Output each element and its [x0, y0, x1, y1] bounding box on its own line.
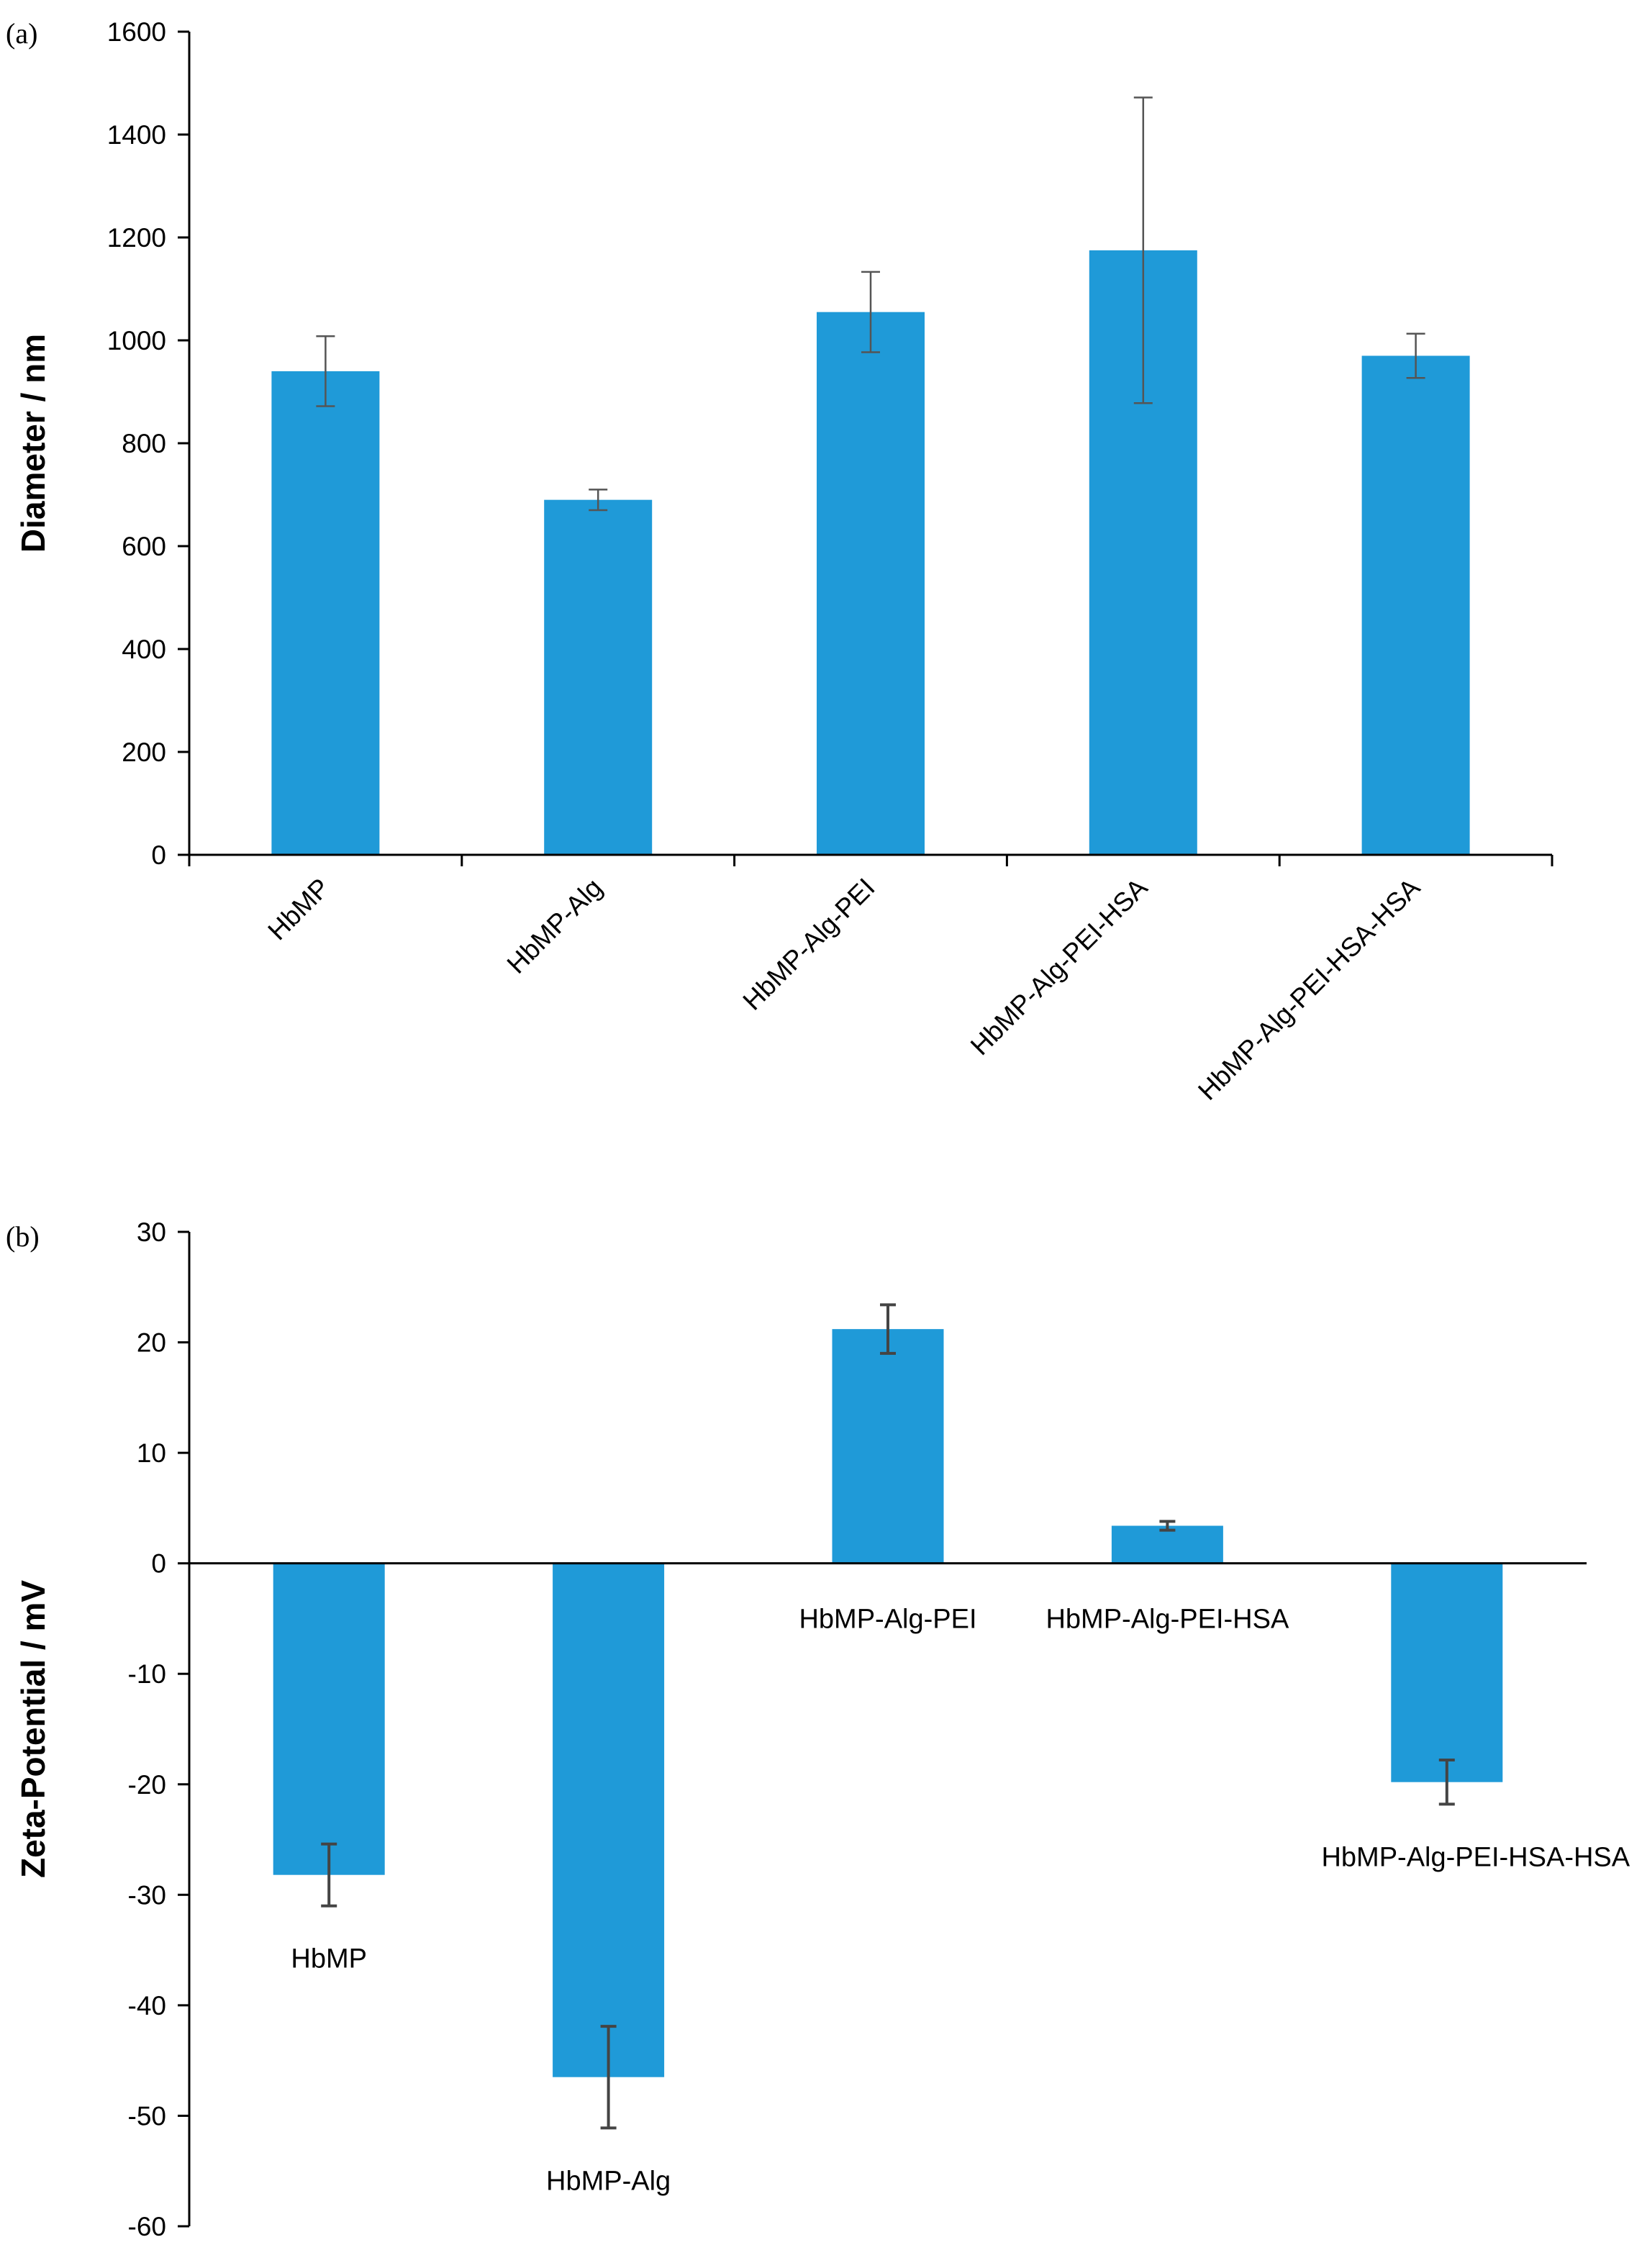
- a-category-label: HbMP: [262, 873, 335, 946]
- a-bar: [544, 499, 653, 855]
- a-y-tick-label: 200: [122, 738, 166, 767]
- panel-b-error-bars: [321, 1303, 1455, 2130]
- a-y-tick-label: 800: [122, 429, 166, 458]
- panel-a-y-axis-label: Diameter / nm: [14, 334, 52, 553]
- panel-b-zeta-chart: (b) Zeta-Potential / mV -60-50-40-30-20-…: [6, 1217, 1630, 2241]
- a-y-tick-label: 0: [151, 840, 166, 870]
- b-y-tick-label: 10: [137, 1438, 166, 1468]
- panel-b-label: (b): [6, 1220, 40, 1253]
- a-category-label: HbMP-Alg: [502, 873, 608, 979]
- panel-a-category-labels: HbMP HbMP-Alg HbMP-Alg-PEI HbMP-Alg-PEI-HSA…: [262, 872, 1425, 1105]
- a-category-label: HbMP-Alg-PEI-HSA: [965, 872, 1153, 1061]
- b-y-tick-label: 30: [137, 1217, 166, 1247]
- panel-b-axes: [188, 1232, 1587, 2226]
- a-bar: [817, 312, 925, 855]
- a-y-tick-label: 400: [122, 635, 166, 664]
- a-y-tick-label: 600: [122, 532, 166, 561]
- b-bar: [553, 1563, 665, 2077]
- b-y-tick-label: -20: [128, 1770, 166, 1800]
- panel-a-diameter-chart: (a) Diameter / nm 0 200 400 600 800 1000 1200 1…: [6, 17, 1553, 1106]
- panel-a-label: (a): [6, 17, 37, 50]
- panel-a-bars: [271, 250, 1470, 855]
- b-bar: [1391, 1563, 1503, 1782]
- b-y-tick-label: -50: [128, 2101, 166, 2131]
- a-y-tick-label: 1400: [107, 120, 166, 150]
- panel-b-category-labels: HbMP HbMP-Alg HbMP-Alg-PEI HbMP-Alg-PEI-HSA…: [291, 1605, 1630, 2197]
- b-category-label: HbMP-Alg-PEI: [799, 1605, 976, 1635]
- a-category-label: HbMP-Alg-PEI-HSA-HSA: [1192, 872, 1425, 1105]
- panel-a-error-bars: [316, 96, 1425, 512]
- b-bar: [1111, 1525, 1223, 1564]
- b-category-label: HbMP: [291, 1944, 367, 1974]
- b-category-label: HbMP-Alg-PEI-HSA-HSA: [1321, 1842, 1630, 1872]
- b-y-tick-label: -30: [128, 1880, 166, 1910]
- panel-b-y-axis-label: Zeta-Potential / mV: [14, 1580, 52, 1878]
- a-category-label: HbMP-Alg-PEI: [738, 873, 881, 1016]
- b-y-tick-label: -60: [128, 2212, 166, 2241]
- b-bar: [832, 1329, 944, 1564]
- b-category-label: HbMP-Alg-PEI-HSA: [1045, 1605, 1289, 1635]
- b-y-tick-label: 0: [151, 1549, 166, 1579]
- panel-a-axes: [188, 32, 1553, 866]
- b-y-tick-label: -10: [128, 1659, 166, 1689]
- a-bar: [1361, 355, 1470, 855]
- panel-b-bars: [273, 1329, 1503, 2077]
- b-y-tick-label: 20: [137, 1328, 166, 1358]
- a-bar: [271, 371, 380, 855]
- a-y-tick-label: 1000: [107, 326, 166, 355]
- a-y-tick-label: 1200: [107, 223, 166, 253]
- b-category-label: HbMP-Alg: [546, 2166, 671, 2196]
- panel-b-y-ticks: -60 -50 -40 -30 -20 -10 0 10 20 30: [128, 1217, 189, 2241]
- panel-a-y-ticks: 0 200 400 600 800 1000 1200 1400 1600: [107, 17, 189, 870]
- b-bar: [273, 1563, 385, 1875]
- b-y-tick-label: -40: [128, 1991, 166, 2020]
- a-y-tick-label: 1600: [107, 17, 166, 47]
